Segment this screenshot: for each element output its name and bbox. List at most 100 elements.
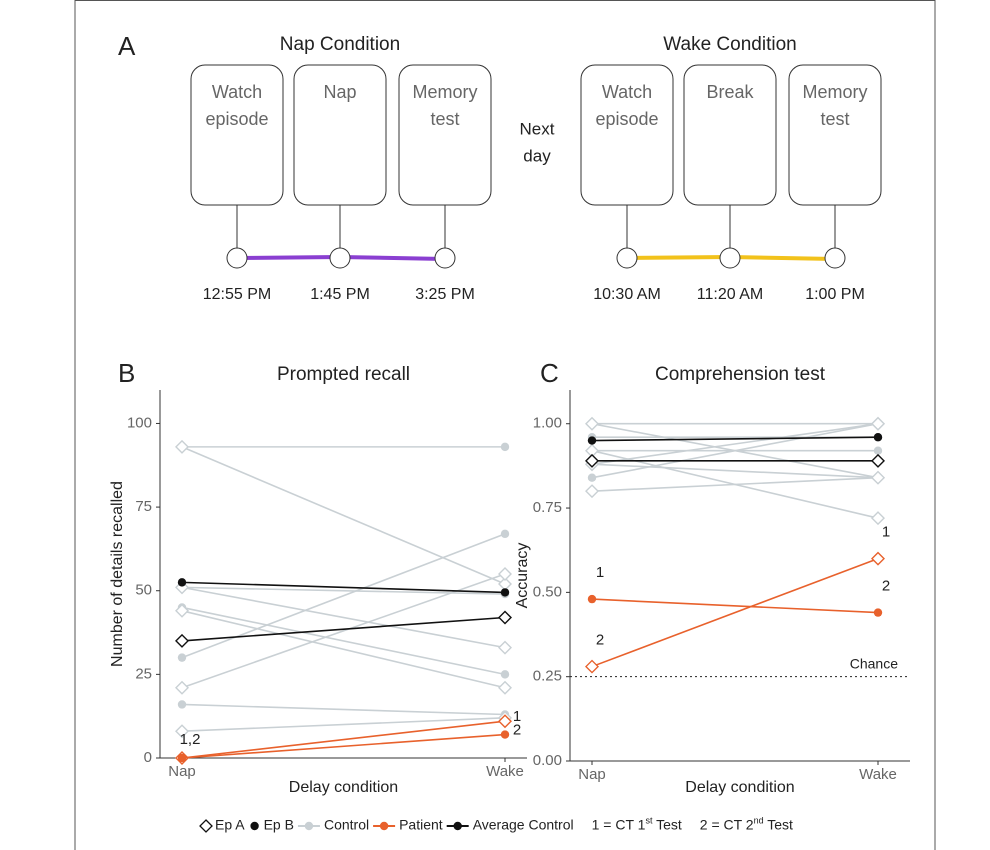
legend-sup: nd [754, 815, 764, 825]
series-line [182, 617, 505, 640]
point [499, 568, 511, 580]
point [499, 611, 511, 623]
point [178, 754, 186, 762]
condition-title: Nap Condition [280, 34, 400, 55]
x-axis-label: Delay condition [685, 779, 794, 796]
step-text: test [430, 109, 459, 129]
y-axis-label: Accuracy [514, 543, 531, 609]
timeline [730, 257, 835, 259]
series-line [592, 599, 878, 612]
series-line [182, 721, 505, 758]
y-tick-label: 0.50 [533, 583, 562, 600]
series-line [182, 611, 505, 688]
point [588, 473, 596, 481]
timeline [340, 257, 445, 259]
point [501, 443, 509, 451]
point [501, 588, 509, 596]
point [872, 455, 884, 467]
panel-label: C [540, 358, 559, 388]
between-text: day [523, 146, 551, 165]
legend-text: Average Control [473, 817, 574, 833]
legend-text: 2 = CT 2 [700, 817, 754, 833]
legend-marker [250, 822, 258, 830]
y-tick-label: 0 [144, 749, 152, 766]
point [501, 730, 509, 738]
chance-label: Chance [850, 655, 898, 671]
point [178, 700, 186, 708]
legend-marker [200, 820, 212, 832]
point [872, 512, 884, 524]
point [499, 642, 511, 654]
chart-title: Comprehension test [655, 364, 826, 385]
step-text: Watch [212, 82, 262, 102]
step-text: Break [706, 82, 754, 102]
point [176, 635, 188, 647]
step-text: Memory [802, 82, 867, 102]
point [499, 682, 511, 694]
y-tick-label: 0.00 [533, 752, 562, 769]
time-node [825, 248, 845, 268]
point-label: 2 [596, 632, 604, 649]
legend-text: Ep A [215, 817, 245, 833]
panel-label: B [118, 358, 135, 388]
step-text: Nap [323, 82, 356, 102]
point [586, 418, 598, 430]
time-label: 1:00 PM [805, 286, 865, 303]
time-label: 10:30 AM [593, 286, 661, 303]
figure: A Next day Nap ConditionWatchepisode12:5… [0, 0, 990, 850]
time-label: 11:20 AM [697, 286, 763, 303]
point [872, 418, 884, 430]
time-node [617, 248, 637, 268]
step-text: episode [205, 109, 268, 129]
legend-marker [305, 822, 313, 830]
legend-marker [380, 822, 388, 830]
y-tick-label: 1.00 [533, 415, 562, 432]
time-node [435, 248, 455, 268]
y-tick-label: 100 [127, 414, 152, 431]
point-label: 2 [882, 578, 890, 595]
step-text: Memory [412, 82, 477, 102]
y-tick-label: 25 [135, 665, 152, 682]
x-tick-label: Nap [168, 763, 196, 780]
x-tick-label: Wake [859, 766, 897, 783]
point [872, 472, 884, 484]
point-label: 1 [596, 564, 604, 581]
series-line [592, 424, 878, 464]
time-label: 1:45 PM [310, 286, 370, 303]
point [176, 605, 188, 617]
step-text: test [820, 109, 849, 129]
point [872, 553, 884, 565]
timeline [627, 257, 730, 258]
x-tick-label: Wake [486, 763, 524, 780]
point [874, 447, 882, 455]
y-axis-label: Number of details recalled [109, 481, 126, 667]
point [586, 485, 598, 497]
point [874, 433, 882, 441]
point-label: 1 [882, 524, 890, 541]
point [176, 682, 188, 694]
step-text: Watch [602, 82, 652, 102]
series-line [592, 464, 878, 477]
point [588, 595, 596, 603]
point [501, 530, 509, 538]
x-tick-label: Nap [578, 766, 606, 783]
point [501, 670, 509, 678]
legend-text: Patient [399, 817, 443, 833]
time-node [227, 248, 247, 268]
series-line [182, 718, 505, 731]
legend-text: Test [652, 817, 681, 833]
time-node [330, 248, 350, 268]
series-line [592, 559, 878, 667]
condition-title: Wake Condition [663, 34, 796, 55]
series-line [182, 704, 505, 714]
point [178, 578, 186, 586]
y-tick-label: 0.75 [533, 499, 562, 516]
time-label: 12:55 PM [203, 286, 271, 303]
legend-text: Control [324, 817, 369, 833]
point-label: 2 [513, 722, 521, 739]
series-line [182, 735, 505, 758]
legend-text: Test [764, 817, 793, 833]
point [588, 436, 596, 444]
x-axis-label: Delay condition [289, 779, 398, 796]
point [176, 441, 188, 453]
